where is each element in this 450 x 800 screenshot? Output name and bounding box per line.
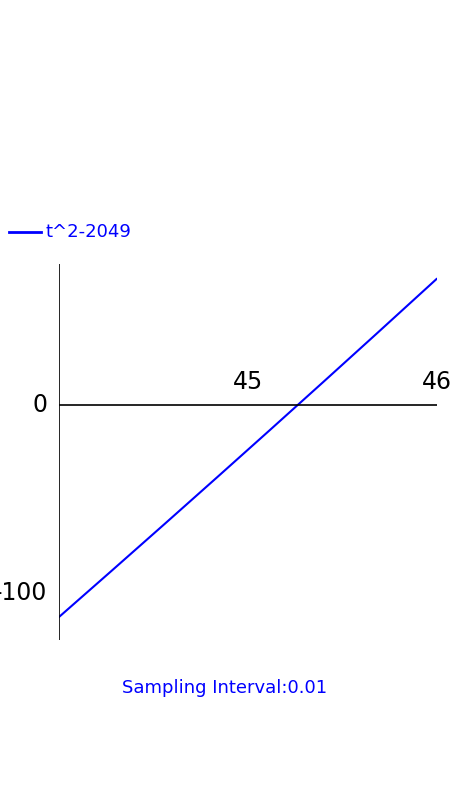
Text: 14:58: 14:58 — [383, 11, 428, 25]
Text: 46: 46 — [422, 370, 450, 394]
Text: □: □ — [327, 758, 348, 778]
Text: ○: ○ — [215, 758, 235, 778]
Text: FREQUENCY: FREQUENCY — [268, 114, 380, 133]
Text: t^2-2049: t^2-2049 — [45, 223, 131, 241]
Text: 45: 45 — [232, 370, 263, 394]
Text: T: T — [105, 114, 120, 134]
Text: Sampling Interval:0.01: Sampling Interval:0.01 — [122, 679, 328, 697]
Text: y(t): y(t) — [99, 58, 144, 82]
Text: -100: -100 — [0, 581, 47, 605]
Text: ◁: ◁ — [104, 758, 121, 778]
Text: 0: 0 — [32, 393, 47, 417]
